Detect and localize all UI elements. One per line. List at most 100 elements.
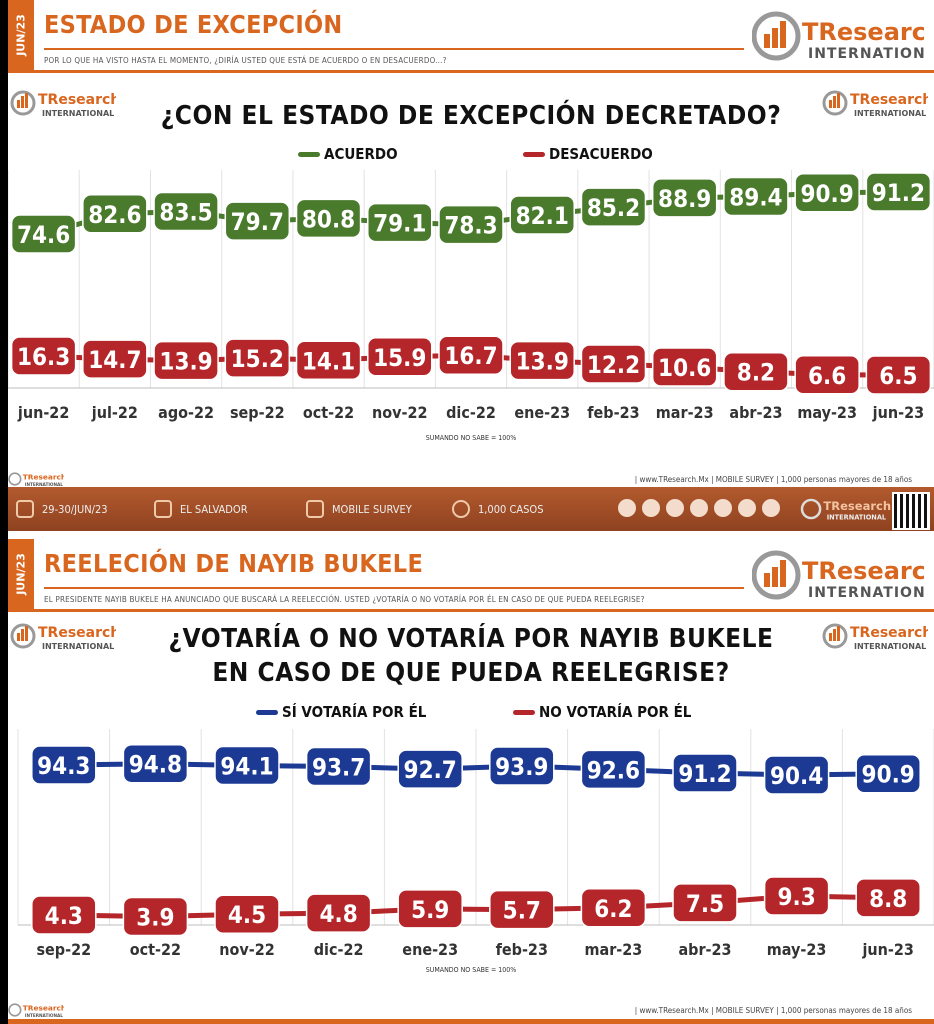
data-point-box <box>122 896 189 937</box>
data-point-box <box>122 743 189 784</box>
x-tick-label: nov-22 <box>372 403 428 422</box>
panel-estado-excepcion: JUN/23 ESTADO DE EXCEPCIÓN POR LO QUE HA… <box>8 0 934 539</box>
data-point-box <box>438 204 504 245</box>
whatsapp-icon[interactable] <box>642 499 660 517</box>
svg-text:TResearch: TResearch <box>38 92 116 108</box>
data-label: 92.7 <box>404 756 457 784</box>
footer-logo: TResearch INTERNATIONAL <box>8 1003 64 1018</box>
data-point-box <box>367 337 433 377</box>
data-label: 85.2 <box>587 194 640 222</box>
data-point-box <box>794 355 860 395</box>
series-line <box>63 761 889 778</box>
header-title: REELECIÓN DE NAYIB BUKELE <box>44 549 424 578</box>
info-bar: 29-30/JUN/23 EL SALVADOR MOBILE SURVEY 1… <box>8 487 934 531</box>
data-label: 90.9 <box>862 761 915 789</box>
data-label: 6.2 <box>594 895 632 923</box>
twitter-icon[interactable] <box>690 499 708 517</box>
tresearch-logo: TResearch INTERNATIONAL <box>752 11 924 62</box>
data-label: 16.7 <box>444 342 497 370</box>
mail-icon[interactable] <box>666 499 684 517</box>
svg-text:TResearch: TResearch <box>38 625 116 641</box>
x-tick-label: dic-22 <box>314 940 364 959</box>
header-title: ESTADO DE EXCEPCIÓN <box>44 10 343 39</box>
legend-no-votaria: NO VOTARÍA POR ÉL <box>513 703 691 721</box>
panel-reeleccion: JUN/23 REELECIÓN DE NAYIB BUKELE EL PRES… <box>8 539 934 1024</box>
data-point-box <box>295 340 362 381</box>
svg-text:TResearch: TResearch <box>802 18 924 46</box>
data-point-box <box>865 355 932 395</box>
x-tick-label: abr-23 <box>729 403 782 422</box>
data-point-box <box>214 894 280 934</box>
linkedin-icon[interactable] <box>738 499 756 517</box>
svg-text:TResearch: TResearch <box>23 1004 64 1013</box>
data-point-box <box>489 746 555 786</box>
data-label: 15.2 <box>231 345 284 373</box>
data-label: 4.5 <box>228 901 266 929</box>
legend-acuerdo: ACUERDO <box>298 145 398 163</box>
data-label: 93.7 <box>312 754 365 782</box>
data-point-box <box>580 888 647 928</box>
data-point-box <box>763 876 830 916</box>
data-label: 10.6 <box>658 354 711 382</box>
chart-title-line2: EN CASO DE QUE PUEDA REELEGRISE? <box>212 658 730 688</box>
data-label: 79.1 <box>373 210 426 238</box>
date-tag: JUN/23 <box>8 0 34 70</box>
note: SUMANDO NO SABE = 100% <box>425 434 517 442</box>
data-point-box <box>397 889 463 929</box>
data-point-box <box>295 198 362 239</box>
data-label: 94.1 <box>220 753 273 781</box>
x-tick-label: dic-22 <box>446 403 496 422</box>
x-tick-label: ene-23 <box>514 403 570 422</box>
header-rule <box>44 587 744 589</box>
x-tick-label: may-23 <box>767 940 827 959</box>
data-point-box <box>305 746 372 787</box>
web-icon[interactable] <box>618 499 636 517</box>
youtube-icon[interactable] <box>762 499 780 517</box>
legend-si-votaria: SÍ VOTARÍA POR ÉL <box>256 703 426 721</box>
data-label: 94.8 <box>129 751 182 779</box>
data-point-box <box>224 338 291 378</box>
data-label: 15.9 <box>373 344 426 372</box>
x-tick-label: jun-23 <box>861 940 913 959</box>
info-date: 29-30/JUN/23 <box>16 500 108 518</box>
x-tick-label: jun-22 <box>17 403 69 422</box>
data-label: 89.4 <box>729 184 782 212</box>
data-point-box <box>397 749 463 789</box>
data-point-box <box>651 178 718 218</box>
data-point-box <box>509 195 575 235</box>
data-point-box <box>580 749 647 790</box>
header-rule <box>44 48 744 50</box>
legend-desacuerdo: DESACUERDO <box>523 145 653 163</box>
x-tick-label: oct-22 <box>303 403 354 422</box>
date-tag: JUN/23 <box>8 539 34 609</box>
panel-header: JUN/23 ESTADO DE EXCEPCIÓN POR LO QUE HA… <box>8 0 934 73</box>
svg-text:TResearch: TResearch <box>802 557 924 585</box>
chart-estado-excepcion: 74.6 82.6 83.5 79.7 80.8 79.1 78.3 82.1 85.2 88.9… <box>8 170 934 422</box>
small-logo-left: TResearch INTERNATIONAL <box>10 90 116 118</box>
qr-code[interactable] <box>892 492 930 530</box>
data-label: 90.9 <box>801 180 854 208</box>
data-point-box <box>865 172 932 212</box>
bar-logo: TResearch INTERNATIONAL <box>800 498 891 522</box>
x-tick-label: jul-22 <box>91 403 138 422</box>
data-point-box <box>31 895 97 935</box>
data-point-box <box>31 745 97 785</box>
info-place: EL SALVADOR <box>154 500 248 518</box>
footer-text: | www.TResearch.Mx | MOBILE SURVEY | 1,0… <box>634 1006 912 1015</box>
data-point-box <box>82 194 148 234</box>
data-point-box <box>672 753 738 793</box>
x-tick-label: sep-22 <box>36 940 91 959</box>
tresearch-logo: TResearch INTERNATIONAL <box>752 550 924 601</box>
data-point-box <box>763 755 830 795</box>
data-point-box <box>855 878 921 918</box>
data-point-box <box>214 745 280 786</box>
data-point-box <box>224 201 291 241</box>
small-logo-right: TResearch INTERNATIONAL <box>822 90 928 118</box>
x-tick-label: feb-23 <box>496 940 548 959</box>
svg-text:TResearch: TResearch <box>850 625 928 641</box>
data-label: 16.3 <box>17 343 70 371</box>
x-tick-label: mar-23 <box>656 403 714 422</box>
chart-reeleccion: 94.3 94.8 94.1 93.7 92.7 93.9 92.6 91.2 90.4 90.9… <box>17 729 934 959</box>
facebook-icon[interactable] <box>714 499 732 517</box>
data-point-box <box>723 176 789 217</box>
